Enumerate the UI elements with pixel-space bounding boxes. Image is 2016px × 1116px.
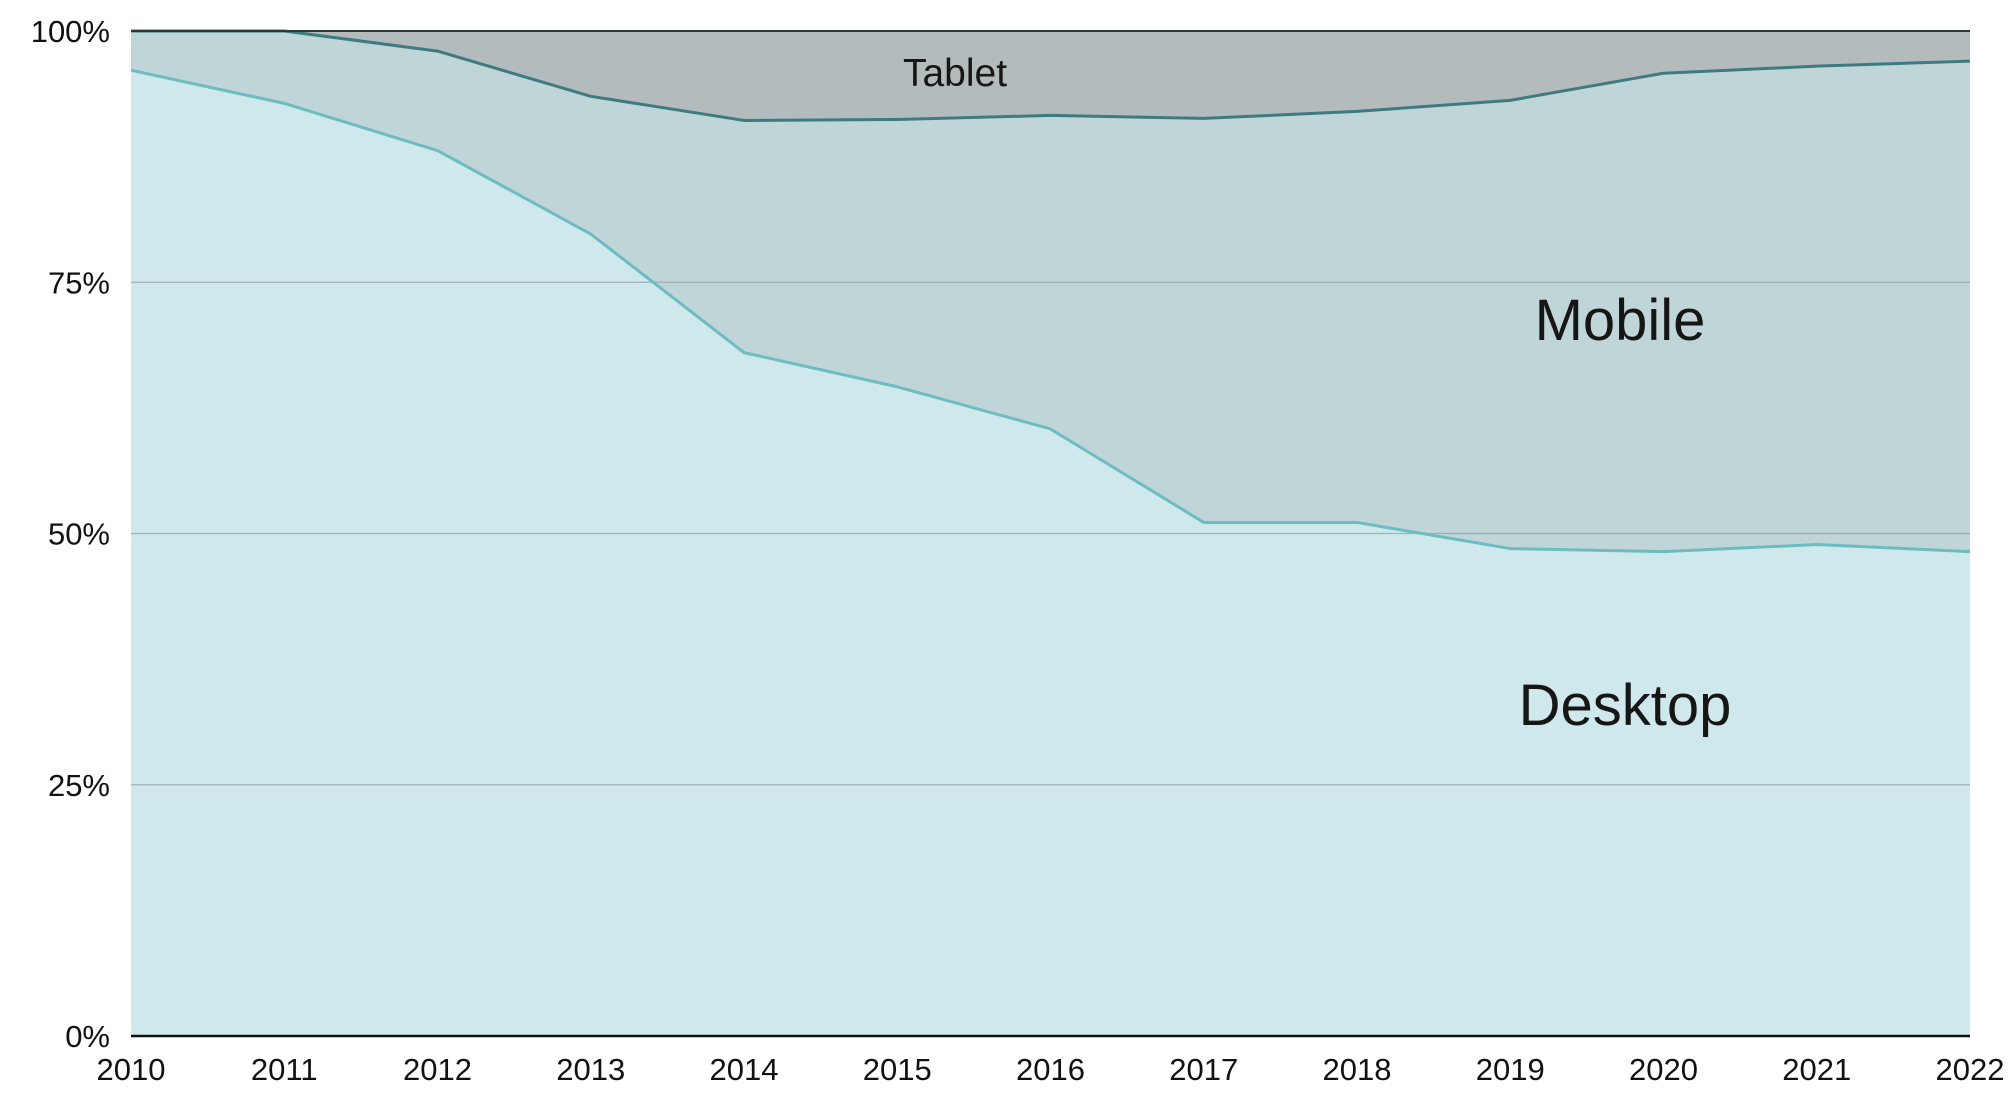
y-tick-label: 75% — [48, 265, 110, 300]
tablet-area — [131, 31, 1970, 121]
x-tick-label: 2017 — [1169, 1052, 1238, 1087]
x-tick-label: 2016 — [1016, 1052, 1085, 1087]
y-tick-label: 50% — [48, 517, 110, 552]
x-tick-label: 2014 — [710, 1052, 779, 1087]
desktop-area — [131, 70, 1970, 1036]
x-tick-label: 2022 — [1936, 1052, 2005, 1087]
desktop-line — [130, 68, 1971, 554]
x-tick-label: 2018 — [1323, 1052, 1392, 1087]
x-tick-label: 2020 — [1629, 1052, 1698, 1087]
y-tick-label: 25% — [48, 768, 110, 803]
x-tick-label: 2019 — [1476, 1052, 1545, 1087]
mobile-line — [131, 29, 1971, 122]
tablet-label: Tablet — [903, 52, 1007, 95]
x-tick-label: 2015 — [863, 1052, 932, 1087]
mobile-label: Mobile — [1535, 288, 1706, 353]
x-tick-label: 2011 — [251, 1052, 318, 1087]
mobile-area — [131, 31, 1970, 552]
desktop-label: Desktop — [1519, 673, 1732, 738]
x-tick-label: 2021 — [1782, 1052, 1851, 1087]
y-tick-label: 0% — [65, 1019, 110, 1054]
x-tick-label: 2013 — [556, 1052, 625, 1087]
y-tick-label: 100% — [31, 14, 110, 49]
x-tick-label: 2012 — [403, 1052, 472, 1087]
x-tick-label: 2010 — [97, 1052, 166, 1087]
